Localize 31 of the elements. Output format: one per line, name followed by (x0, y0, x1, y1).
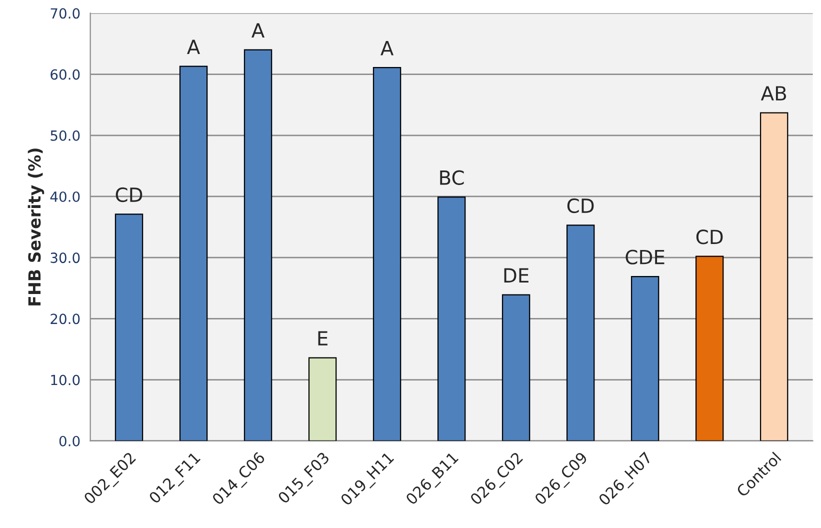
data-label: DE (504, 268, 528, 282)
data-label: CD (567, 198, 594, 214)
bar (244, 49, 272, 441)
y-tick-label: 60.0 (50, 69, 80, 80)
y-axis-title: FHB Severity (%) (28, 148, 44, 306)
y-tick-label: 20.0 (50, 314, 80, 324)
data-label: AB (760, 86, 786, 100)
bar (308, 357, 337, 441)
data-label: E (318, 331, 328, 346)
data-label: A (380, 41, 394, 56)
data-label: A (252, 23, 265, 38)
bar (502, 294, 530, 441)
bar (630, 276, 660, 441)
bar (566, 224, 595, 441)
y-tick-label: 0.0 (59, 436, 80, 446)
data-label: CD (696, 230, 723, 244)
y-tick-label: 70.0 (50, 8, 80, 19)
bar (695, 256, 724, 441)
y-tick-label: 50.0 (50, 130, 80, 141)
bar (179, 66, 208, 441)
data-label: CDE (626, 250, 664, 264)
bar (437, 196, 466, 441)
data-label: BC (440, 170, 464, 185)
y-tick-label: 10.0 (51, 374, 80, 386)
y-tick-label: 40.0 (50, 191, 80, 202)
bar (114, 214, 144, 441)
data-label: A (187, 40, 200, 54)
bar (760, 112, 788, 441)
y-tick-label: 30.0 (50, 252, 80, 264)
bar (372, 67, 402, 441)
data-label: CD (116, 187, 142, 202)
